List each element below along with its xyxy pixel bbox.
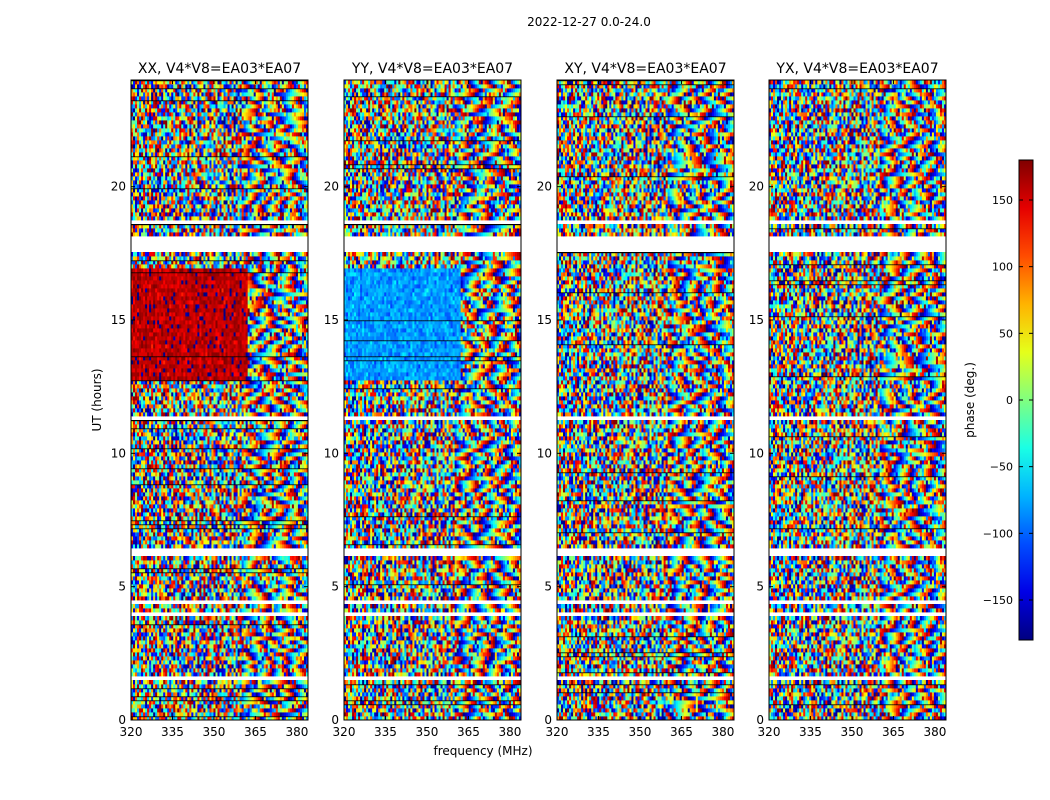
x-tick-label: 335 bbox=[161, 725, 184, 739]
y-tick-label: 15 bbox=[111, 313, 126, 327]
phase-heatmap bbox=[131, 80, 308, 720]
y-tick-label: 10 bbox=[111, 446, 126, 460]
x-tick-label: 350 bbox=[629, 725, 652, 739]
panel-frame bbox=[768, 79, 947, 721]
panel-frame bbox=[343, 79, 522, 721]
x-tick-label: 320 bbox=[546, 725, 569, 739]
y-axis-label: UT (hours) bbox=[90, 368, 104, 431]
colorbar-tick-label: 150 bbox=[992, 194, 1013, 207]
figure-suptitle: 2022-12-27 0.0-24.0 bbox=[527, 15, 651, 29]
x-tick-label: 350 bbox=[841, 725, 864, 739]
y-tick-label: 0 bbox=[544, 713, 552, 727]
y-tick-label: 5 bbox=[118, 580, 126, 594]
y-tick-label: 10 bbox=[537, 446, 552, 460]
x-tick-label: 320 bbox=[758, 725, 781, 739]
x-tick-label: 365 bbox=[244, 725, 267, 739]
panel-title: YY, V4*V8=EA03*EA07 bbox=[351, 61, 513, 77]
y-tick-label: 0 bbox=[331, 713, 339, 727]
panel-title: YX, V4*V8=EA03*EA07 bbox=[775, 61, 938, 77]
panel-frame bbox=[556, 79, 735, 721]
x-tick-label: 335 bbox=[587, 725, 610, 739]
panel-yy: YY, V4*V8=EA03*EA07 320 335 350 365 380 0 5 10 15… bbox=[324, 61, 522, 739]
y-tick-label: 20 bbox=[111, 180, 126, 194]
x-tick-label: 380 bbox=[285, 725, 308, 739]
y-tick-label: 15 bbox=[537, 313, 552, 327]
colorbar-tick-label: 100 bbox=[992, 261, 1013, 274]
y-tick-label: 15 bbox=[749, 313, 764, 327]
x-tick-label: 380 bbox=[711, 725, 734, 739]
x-tick-label: 380 bbox=[498, 725, 521, 739]
x-tick-label: 365 bbox=[457, 725, 480, 739]
colorbar-label: phase (deg.) bbox=[963, 362, 977, 438]
colorbar-tick-label: −50 bbox=[990, 461, 1013, 474]
colorbar-tick-label: −100 bbox=[983, 527, 1013, 540]
x-tick-label: 350 bbox=[416, 725, 439, 739]
x-tick-label: 380 bbox=[923, 725, 946, 739]
x-tick-label: 320 bbox=[120, 725, 143, 739]
x-axis-label: frequency (MHz) bbox=[433, 744, 532, 758]
x-tick-label: 365 bbox=[670, 725, 693, 739]
x-tick-label: 320 bbox=[333, 725, 356, 739]
colorbar-tick-label: 0 bbox=[1006, 394, 1013, 407]
y-tick-label: 5 bbox=[544, 580, 552, 594]
colorbar-tick-label: 50 bbox=[999, 327, 1013, 340]
y-tick-label: 20 bbox=[324, 180, 339, 194]
y-tick-label: 10 bbox=[324, 446, 339, 460]
x-tick-label: 335 bbox=[799, 725, 822, 739]
colorbar: −150 −100 −50 0 50 100 150 bbox=[983, 159, 1034, 641]
y-tick-label: 20 bbox=[537, 180, 552, 194]
phase-heatmap bbox=[557, 80, 734, 720]
y-tick-label: 10 bbox=[749, 446, 764, 460]
y-tick-label: 0 bbox=[756, 713, 764, 727]
y-tick-label: 20 bbox=[749, 180, 764, 194]
panel-title: XY, V4*V8=EA03*EA07 bbox=[564, 61, 726, 77]
y-tick-label: 5 bbox=[331, 580, 339, 594]
phase-heatmap bbox=[344, 80, 521, 720]
x-tick-label: 365 bbox=[882, 725, 905, 739]
panel-xy: XY, V4*V8=EA03*EA07 320 335 350 365 380 0 5 10 15… bbox=[537, 61, 735, 739]
colorbar-tick-label: −150 bbox=[983, 594, 1013, 607]
panel-title: XX, V4*V8=EA03*EA07 bbox=[138, 61, 301, 77]
y-tick-label: 15 bbox=[324, 313, 339, 327]
panel-xx: XX, V4*V8=EA03*EA07 320 335 350 365 380 0 5 10 15… bbox=[111, 61, 309, 739]
panel-yx: YX, V4*V8=EA03*EA07 320 335 350 365 380 0 5 10 15… bbox=[749, 61, 947, 739]
y-tick-label: 5 bbox=[756, 580, 764, 594]
x-tick-label: 335 bbox=[374, 725, 397, 739]
panels-group: XX, V4*V8=EA03*EA07 320 335 350 365 380 0 5 10 15… bbox=[111, 61, 947, 739]
panel-frame bbox=[130, 79, 309, 721]
phase-heatmap bbox=[769, 80, 946, 720]
y-tick-label: 0 bbox=[118, 713, 126, 727]
x-tick-label: 350 bbox=[203, 725, 226, 739]
